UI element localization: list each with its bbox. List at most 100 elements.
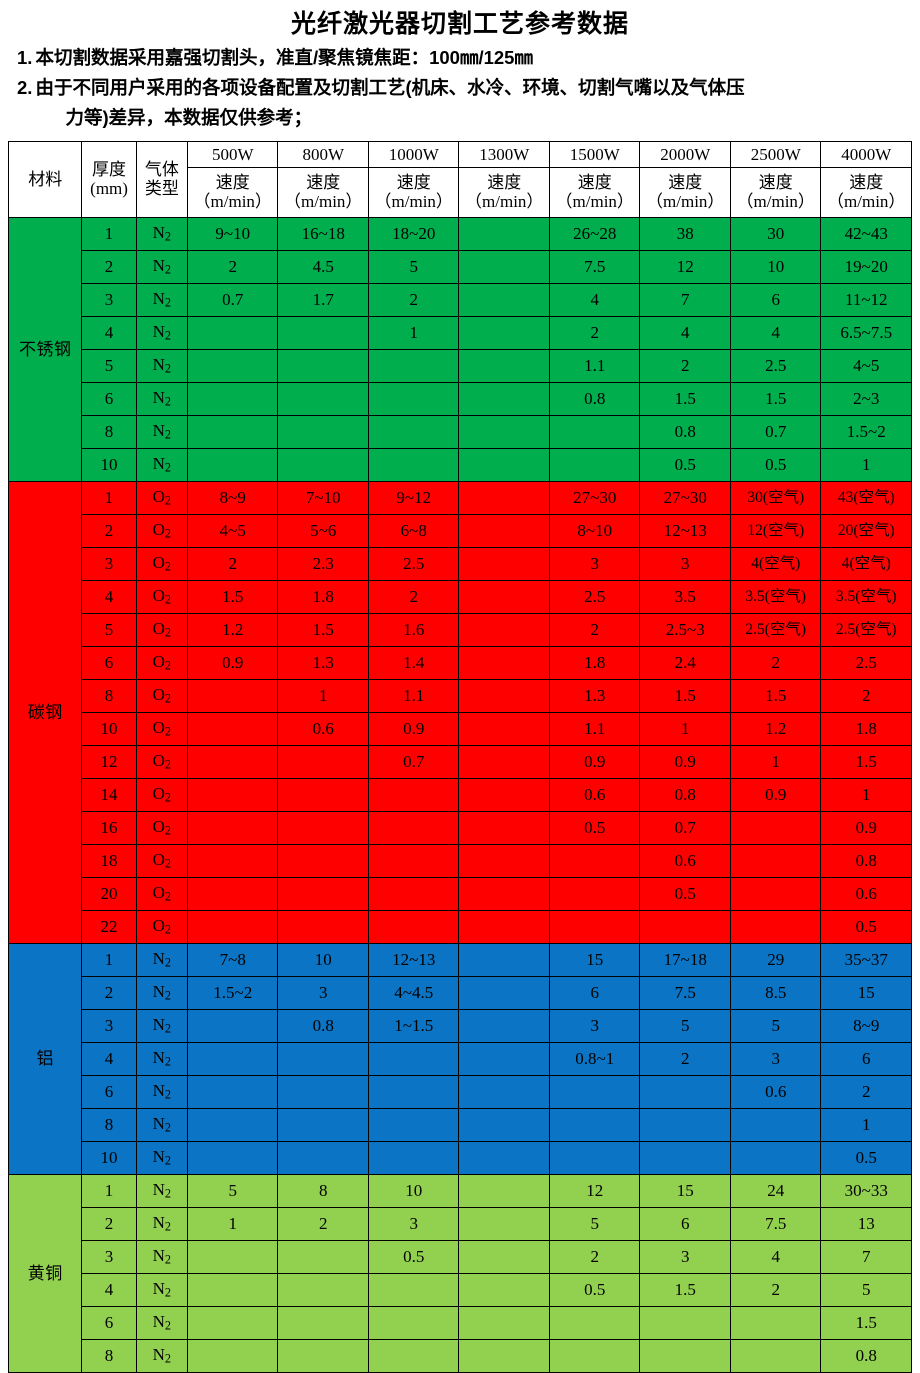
speed-cell: 2 xyxy=(186,249,279,284)
speed-cell: 10 xyxy=(729,249,822,284)
speed-cell xyxy=(458,1074,550,1109)
speed-cell xyxy=(458,1008,550,1043)
speed-cell: 1.5 xyxy=(729,678,822,713)
speed-cell: 16~18 xyxy=(277,216,369,251)
table-row: 4 N2 1 2 4 4 6.5~7.5 xyxy=(8,315,912,350)
table-row: 10 N2 0.5 xyxy=(8,1140,912,1175)
note-text: 由于不同用户采用的各项设备配置及切割工艺(机床、水冷、环境、切割气嘴以及气体压力… xyxy=(35,73,908,133)
gas-subscript: 2 xyxy=(164,658,172,673)
gas-subscript: 2 xyxy=(164,460,172,475)
speed-cell xyxy=(458,315,550,350)
gas-symbol: O xyxy=(152,751,165,771)
speed-cell: 2.5 xyxy=(820,645,912,680)
speed-cell: 2 xyxy=(639,348,731,383)
speed-cell xyxy=(367,1107,460,1142)
table-row: 18 O2 0.6 0.8 xyxy=(8,843,912,878)
table-row: 6 O2 0.9 1.3 1.4 1.8 2.4 2 2.5 xyxy=(8,645,912,680)
note-text-line2: 力等)差异，本数据仅供参考； xyxy=(65,106,313,128)
speed-cell xyxy=(548,414,641,449)
table-header: 材料 厚度 (mm) 气体 类型 500W 800W 1000W 1300W 1… xyxy=(7,140,912,218)
speed-cell xyxy=(277,1041,369,1076)
gas-subscript: 2 xyxy=(164,691,172,706)
speed-cell: 3 xyxy=(277,975,369,1010)
speed-cell: 5 xyxy=(820,1272,912,1307)
speed-cell xyxy=(458,1041,550,1076)
gas-type-cell: N2 xyxy=(135,447,188,482)
speed-cell xyxy=(458,777,550,812)
table-row: 2 N2 2 4.5 5 7.5 12 10 19~20 xyxy=(8,249,912,284)
speed-unit: （m/min） xyxy=(736,192,815,212)
gas-type-cell: N2 xyxy=(135,1074,188,1109)
gas-subscript: 2 xyxy=(164,592,172,607)
document-page: 光纤激光器切割工艺参考数据 1. 本切割数据采用嘉强切割头，准直/聚焦镜焦距：1… xyxy=(7,10,912,1373)
gas-symbol: N xyxy=(152,1114,165,1134)
speed-cell xyxy=(729,876,822,911)
gas-type-cell: O2 xyxy=(135,612,188,647)
speed-cell: 3 xyxy=(548,1008,641,1043)
speed-cell: 1.1 xyxy=(367,678,460,713)
speed-cell: 3.5 xyxy=(639,579,731,614)
speed-cell xyxy=(277,1305,369,1340)
speed-cell: 30(空气) xyxy=(729,480,822,515)
speed-cell xyxy=(277,348,369,383)
thickness-cell: 5 xyxy=(81,348,137,383)
thickness-cell: 4 xyxy=(81,579,137,614)
speed-cell xyxy=(458,480,550,515)
header-material: 材料 xyxy=(7,140,83,218)
speed-cell xyxy=(277,909,369,944)
speed-cell xyxy=(186,777,279,812)
speed-cell: 1.2 xyxy=(729,711,822,746)
speed-cell: 10 xyxy=(277,942,369,977)
gas-symbol: N xyxy=(152,421,165,441)
gas-symbol: O xyxy=(152,520,165,540)
speed-cell: 12 xyxy=(548,1173,641,1208)
gas-subscript: 2 xyxy=(164,922,172,937)
gas-subscript: 2 xyxy=(164,1054,172,1069)
gas-subscript: 2 xyxy=(164,361,172,376)
speed-cell xyxy=(458,546,550,581)
thickness-cell: 2 xyxy=(81,513,137,548)
speed-cell xyxy=(186,711,279,746)
gas-subscript: 2 xyxy=(164,229,172,244)
speed-cell: 1 xyxy=(277,678,369,713)
table-row: 4 O2 1.5 1.8 2 2.5 3.5 3.5(空气) 3.5(空气) xyxy=(8,579,912,614)
thickness-cell: 8 xyxy=(81,678,137,713)
speed-cell: 0.7 xyxy=(367,744,460,779)
speed-cell xyxy=(458,645,550,680)
gas-subscript: 2 xyxy=(164,295,172,310)
table-row: 12 O2 0.7 0.9 0.9 1 1.5 xyxy=(8,744,912,779)
speed-cell: 7~10 xyxy=(277,480,369,515)
speed-cell: 1.1 xyxy=(548,711,641,746)
speed-cell: 1 xyxy=(729,744,822,779)
speed-unit: （m/min） xyxy=(646,192,725,212)
thickness-cell: 3 xyxy=(81,282,137,317)
speed-cell: 1.5 xyxy=(639,1272,731,1307)
speed-cell: 7 xyxy=(820,1239,912,1274)
thickness-cell: 2 xyxy=(81,975,137,1010)
gas-type-cell: N2 xyxy=(135,1305,188,1340)
gas-type-cell: N2 xyxy=(135,1140,188,1175)
material-cell: 黄铜 xyxy=(7,1173,83,1373)
gas-type-cell: N2 xyxy=(135,1338,188,1373)
speed-cell xyxy=(458,447,550,482)
table-row: 10 O2 0.6 0.9 1.1 1 1.2 1.8 xyxy=(8,711,912,746)
speed-cell xyxy=(458,678,550,713)
thickness-cell: 10 xyxy=(81,447,137,482)
speed-cell: 5 xyxy=(186,1173,279,1208)
table-row: 16 O2 0.5 0.7 0.9 xyxy=(8,810,912,845)
speed-cell: 3.5(空气) xyxy=(729,579,822,614)
speed-cell: 1.5~2 xyxy=(820,414,912,449)
speed-cell xyxy=(548,909,641,944)
speed-cell xyxy=(548,843,641,878)
speed-cell xyxy=(186,1305,279,1340)
speed-cell: 2 xyxy=(729,1272,822,1307)
speed-cell: 27~30 xyxy=(548,480,641,515)
speed-cell xyxy=(277,1239,369,1274)
speed-cell: 4(空气) xyxy=(729,546,822,581)
thickness-cell: 3 xyxy=(81,1008,137,1043)
thickness-cell: 8 xyxy=(81,1107,137,1142)
speed-cell xyxy=(186,843,279,878)
gas-subscript: 2 xyxy=(164,394,172,409)
speed-cell: 0.5 xyxy=(820,1140,912,1175)
speed-cell xyxy=(458,1305,550,1340)
